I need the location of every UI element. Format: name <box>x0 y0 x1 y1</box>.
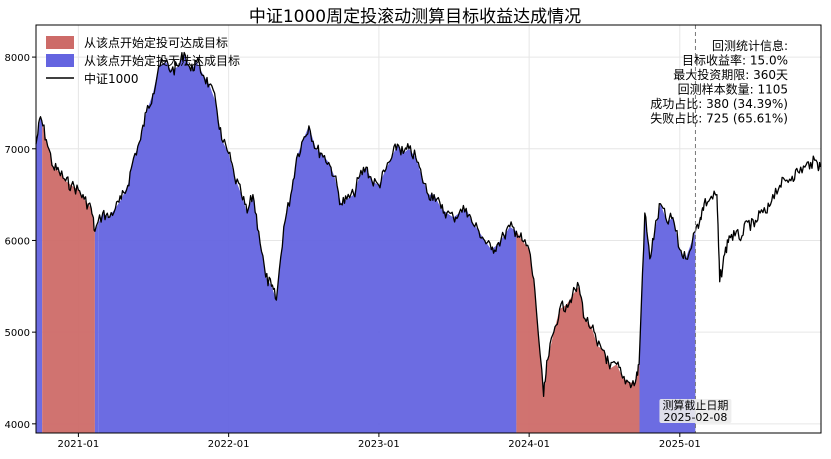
y-tick-label: 4000 <box>5 420 30 431</box>
y-tick-label: 5000 <box>5 328 30 339</box>
index-line-group <box>35 51 821 397</box>
series-line-中证1000 <box>35 51 821 397</box>
x-tick-label: 2022-01 <box>208 439 250 450</box>
x-tick-label: 2023-01 <box>358 439 400 450</box>
y-tick-label: 6000 <box>5 236 30 247</box>
cutoff-label-bg <box>659 399 732 423</box>
fill-region-fail <box>36 116 43 433</box>
legend-label: 从该点开始定投无法达成目标 <box>84 53 240 68</box>
x-tick-label: 2024-01 <box>508 439 550 450</box>
x-tick-label: 2021-01 <box>58 439 100 450</box>
fill-region-success <box>516 231 640 433</box>
info-line: 目标收益率: 15.0% <box>682 53 788 68</box>
plot-frame <box>35 24 822 434</box>
axes: 4000 5000 6000 7000 8000 2021-01 2022-01 2023-0… <box>5 24 822 450</box>
fill-region-fail <box>639 203 696 433</box>
fill-region-fail <box>98 52 517 433</box>
y-tick-label: 7000 <box>5 145 30 156</box>
x-tick-label: 2025-01 <box>659 439 701 450</box>
fill-region-success <box>42 123 95 433</box>
info-line: 回测统计信息: <box>712 38 788 53</box>
legend-swatch <box>46 36 74 49</box>
info-line: 回测样本数量: 1105 <box>678 82 788 97</box>
y-tick-label: 8000 <box>5 53 30 64</box>
info-line: 失败占比: 725 (65.61%) <box>650 111 788 126</box>
info-line: 成功占比: 380 (34.39%) <box>650 96 788 111</box>
fill-regions <box>36 52 696 433</box>
fill-region-fail <box>94 223 99 433</box>
cutoff-label: 测算截止日期 <box>662 398 728 412</box>
legend-swatch <box>46 54 74 67</box>
info-line: 最大投资期限: 360天 <box>673 67 788 82</box>
cutoff-date-label: 2025-02-08 <box>663 411 727 424</box>
chart-title: 中证1000周定投滚动测算目标收益达成情况 <box>249 7 581 27</box>
legend-label: 从该点开始定投可达成目标 <box>84 35 228 50</box>
legend-label: 中证1000 <box>84 71 139 86</box>
